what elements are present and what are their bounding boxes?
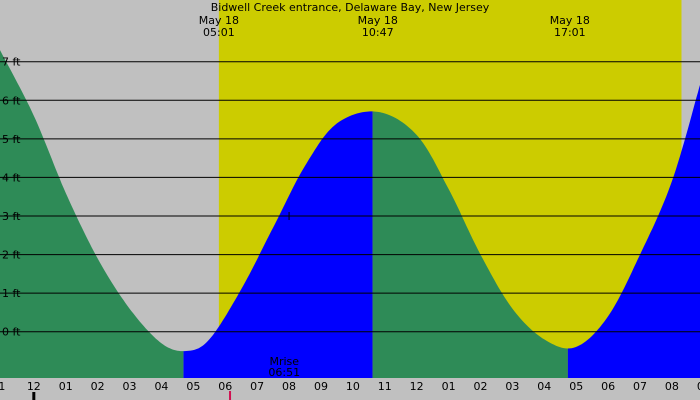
x-tick-label: 11 [378, 380, 392, 393]
y-tick-label: 3 ft [2, 210, 21, 223]
y-tick-label: 2 ft [2, 249, 21, 262]
x-tick-label: 04 [537, 380, 551, 393]
x-tick-label: 05 [569, 380, 583, 393]
rising-tide-area [183, 84, 700, 379]
x-tick-label: 03 [505, 380, 519, 393]
x-tick-label: 1 [0, 380, 5, 393]
x-axis-hour-labels: 1 12 01 02 03 04 05 06 07 08 09 10 11 12 01 02 03 04 05 06 0… [0, 380, 700, 393]
annotation-time: 17:01 [554, 26, 586, 39]
x-tick-label: 09 [697, 380, 700, 393]
y-tick-label: 5 ft [2, 133, 21, 146]
x-tick-label: 04 [154, 380, 168, 393]
x-tick-label: 07 [633, 380, 647, 393]
y-axis-labels: 0 ft 1 ft 2 ft 3 ft 4 ft 5 ft 6 ft 7 ft [2, 56, 21, 339]
x-tick-label: 05 [186, 380, 200, 393]
annotation-date: May 18 [550, 14, 590, 27]
x-tick-label: 01 [59, 380, 73, 393]
falling-tide-area [0, 50, 568, 378]
y-tick-label: 1 ft [2, 287, 21, 300]
moonrise-time: 06:51 [268, 366, 300, 379]
x-tick-label: 10 [346, 380, 360, 393]
y-tick-label: 4 ft [2, 171, 21, 184]
x-tick-label: 06 [218, 380, 232, 393]
x-tick-label: 03 [123, 380, 137, 393]
y-tick-label: 0 ft [2, 326, 21, 339]
annotation-date: May 18 [358, 14, 398, 27]
annotation-date: May 18 [199, 14, 239, 27]
x-tick-label: 12 [27, 380, 41, 393]
x-tick-label: 01 [442, 380, 456, 393]
x-tick-label: 08 [282, 380, 296, 393]
chart-title: Bidwell Creek entrance, Delaware Bay, Ne… [211, 1, 490, 14]
x-tick-label: 02 [473, 380, 487, 393]
annotation-time: 10:47 [362, 26, 394, 39]
y-tick-label: 6 ft [2, 94, 21, 107]
x-tick-label: 09 [314, 380, 328, 393]
x-tick-label: 08 [665, 380, 679, 393]
y-tick-label: 7 ft [2, 56, 21, 69]
x-tick-label: 02 [91, 380, 105, 393]
cross-marker [285, 212, 294, 220]
x-tick-label: 12 [410, 380, 424, 393]
moonrise-label: Mrise [269, 355, 299, 368]
horizontal-grid-lines [0, 61, 700, 333]
moonrise-annotation: Mrise 06:51 [229, 355, 300, 400]
x-tick-label: 06 [601, 380, 615, 393]
x-tick-label: 07 [250, 380, 264, 393]
annotation-time: 05:01 [203, 26, 235, 39]
